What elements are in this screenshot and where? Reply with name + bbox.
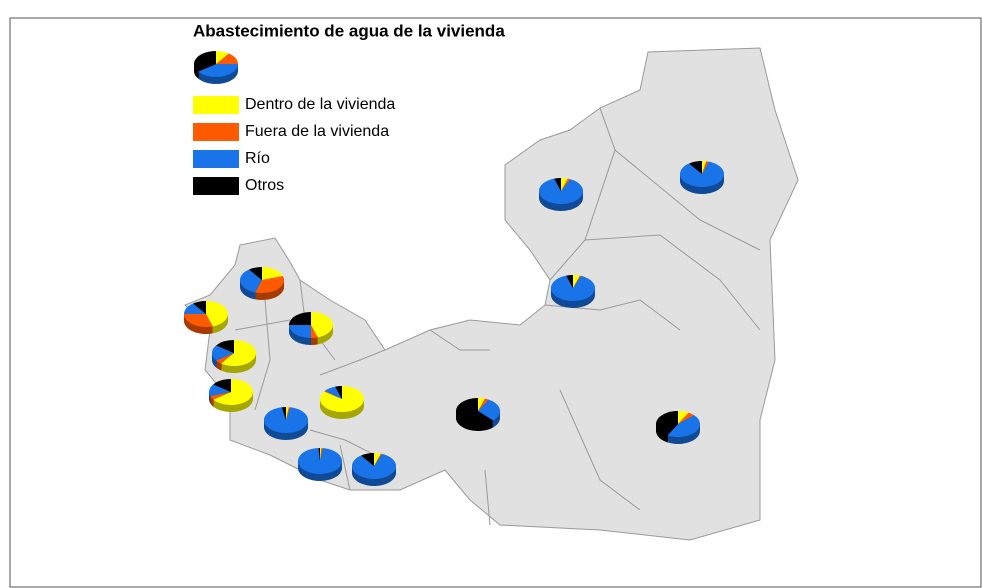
pie-slice bbox=[325, 386, 342, 399]
pie-slice bbox=[262, 267, 283, 280]
pie-slice bbox=[667, 415, 700, 437]
pie-slice bbox=[539, 178, 583, 204]
pie-slice bbox=[286, 407, 291, 420]
pie-slice bbox=[561, 178, 571, 191]
pie-slice bbox=[352, 453, 397, 480]
pie-slice bbox=[210, 392, 231, 400]
pie-slice bbox=[297, 448, 342, 474]
pie-slice bbox=[702, 161, 709, 174]
legend-swatch bbox=[193, 150, 239, 168]
pie-slice bbox=[320, 448, 322, 461]
legend-label: Dentro de la vivienda bbox=[245, 96, 395, 113]
pie-slice bbox=[561, 178, 568, 191]
pie-slice bbox=[249, 267, 262, 280]
pie-slice bbox=[289, 312, 311, 325]
pie-slice bbox=[213, 379, 231, 392]
pie-slice bbox=[680, 161, 724, 187]
pie-slice bbox=[678, 410, 689, 424]
pie-slice bbox=[209, 384, 231, 397]
pie-slice bbox=[264, 407, 308, 433]
pie-slice bbox=[478, 398, 489, 411]
pie-slice bbox=[221, 340, 256, 366]
legend-label: Otros bbox=[245, 177, 284, 194]
pie-slice bbox=[335, 386, 342, 399]
pie-slice bbox=[554, 178, 561, 191]
pie-slice bbox=[573, 275, 582, 288]
legend-swatch bbox=[193, 177, 239, 195]
pie-slice bbox=[216, 53, 238, 64]
pie-slice bbox=[281, 407, 286, 420]
pie-slice bbox=[311, 312, 334, 338]
pie-slice bbox=[213, 379, 253, 405]
pie-slice bbox=[689, 161, 702, 174]
pie-slice bbox=[702, 161, 707, 174]
pie-slice bbox=[478, 398, 485, 411]
pie-slice bbox=[318, 448, 320, 461]
pie-slice bbox=[184, 303, 206, 314]
pie-slice bbox=[216, 51, 229, 64]
pie-slice bbox=[566, 275, 573, 288]
pie-slice bbox=[184, 314, 213, 327]
pie-slice bbox=[550, 275, 595, 301]
legend-label: Fuera de la vivienda bbox=[245, 123, 389, 140]
pie-slice bbox=[573, 275, 580, 288]
pie-slice bbox=[374, 453, 383, 466]
pie-slice bbox=[320, 386, 365, 412]
legend-swatch bbox=[193, 96, 239, 114]
pie-slice bbox=[289, 325, 311, 338]
pie-slice bbox=[311, 325, 318, 338]
legend-label: Río bbox=[245, 150, 270, 167]
legend-swatch bbox=[193, 123, 239, 141]
pie-slice bbox=[478, 399, 500, 421]
pie-slice bbox=[656, 411, 678, 436]
pie-slice bbox=[374, 453, 381, 466]
pie-slice bbox=[455, 398, 494, 425]
pie-slice bbox=[361, 453, 374, 466]
pie-slice bbox=[194, 51, 216, 72]
pie-slice bbox=[320, 448, 323, 461]
legend-title: Abastecimiento de agua de la vivienda bbox=[193, 21, 505, 40]
pie-slice bbox=[212, 345, 234, 361]
pie-slice bbox=[193, 301, 206, 314]
pie-slice bbox=[678, 412, 695, 424]
pie-slice bbox=[216, 353, 234, 364]
pie-slice bbox=[198, 64, 238, 77]
pie-slice bbox=[216, 340, 234, 353]
pie-slice bbox=[255, 275, 284, 293]
pie-slice bbox=[324, 390, 342, 399]
pie-slice bbox=[206, 301, 229, 327]
pie-slice bbox=[240, 269, 262, 293]
pie-slice bbox=[286, 407, 289, 420]
